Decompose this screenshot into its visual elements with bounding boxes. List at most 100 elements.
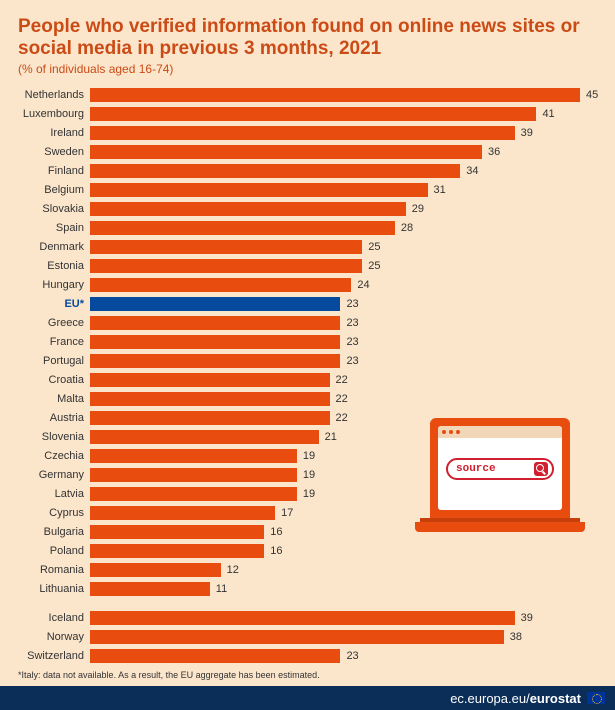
bar	[90, 468, 297, 482]
bar-value: 16	[270, 545, 282, 557]
bar-label: Austria	[18, 412, 90, 424]
bar-value: 19	[303, 469, 315, 481]
bar	[90, 221, 395, 235]
bar	[90, 611, 515, 625]
bar-wrap: 28	[90, 221, 615, 235]
bar-label: Netherlands	[18, 89, 90, 101]
chart-title: People who verified information found on…	[0, 0, 615, 62]
bar-value: 22	[336, 412, 348, 424]
bar-label: Greece	[18, 317, 90, 329]
bar-value: 38	[510, 631, 522, 643]
bar-wrap: 29	[90, 202, 615, 216]
bar-row: Finland34	[18, 162, 615, 180]
bar-value: 31	[434, 184, 446, 196]
bar	[90, 202, 406, 216]
bar-value: 21	[325, 431, 337, 443]
bar-row: Lithuania 11	[18, 580, 615, 598]
bar	[90, 630, 504, 644]
bar-wrap: 22	[90, 392, 615, 406]
bar	[90, 582, 210, 596]
eu-flag-icon	[587, 692, 605, 704]
bar	[90, 544, 264, 558]
bar-wrap: 23	[90, 354, 615, 368]
bar-value: 19	[303, 450, 315, 462]
bar-value: 22	[336, 374, 348, 386]
bar-label: Norway	[18, 631, 90, 643]
bar-row: Hungary24	[18, 276, 615, 294]
search-bar: source	[446, 458, 554, 480]
bar-label: Romania	[18, 564, 90, 576]
bar-wrap: 23	[90, 316, 615, 330]
bar-row: Portugal23	[18, 352, 615, 370]
bar-label: Estonia	[18, 260, 90, 272]
bar	[90, 126, 515, 140]
bar-row: Malta22	[18, 390, 615, 408]
bar-row: Spain28	[18, 219, 615, 237]
bar-label: Luxembourg	[18, 108, 90, 120]
bar-row: Norway 38	[18, 628, 615, 646]
bar-value: 17	[281, 507, 293, 519]
bar	[90, 164, 460, 178]
bar-label: Cyprus	[18, 507, 90, 519]
bar-label: Czechia	[18, 450, 90, 462]
bar-wrap: 25	[90, 259, 615, 273]
bar-row: Iceland39	[18, 609, 615, 627]
bar-label: Denmark	[18, 241, 90, 253]
bar-wrap: 23	[90, 649, 615, 663]
bar-value: 25	[368, 260, 380, 272]
bar-wrap: 39	[90, 126, 615, 140]
bar-row: Sweden 36	[18, 143, 615, 161]
window-dot	[449, 430, 453, 434]
bar-row: Switzerland 23	[18, 647, 615, 665]
bar	[90, 354, 340, 368]
bar-value: 36	[488, 146, 500, 158]
bar-wrap: 24	[90, 278, 615, 292]
bar-label: Sweden	[18, 146, 90, 158]
bar	[90, 373, 330, 387]
search-text: source	[456, 463, 496, 475]
bar-row: Estonia 25	[18, 257, 615, 275]
bar	[90, 107, 536, 121]
bar-value: 23	[346, 650, 358, 662]
bar	[90, 240, 362, 254]
bar	[90, 506, 275, 520]
bar	[90, 430, 319, 444]
bar-row: Ireland39	[18, 124, 615, 142]
bar-label: Ireland	[18, 127, 90, 139]
bar	[90, 278, 351, 292]
bar-label: Slovakia	[18, 203, 90, 215]
bar-wrap: 23	[90, 297, 615, 311]
bar-value: 19	[303, 488, 315, 500]
bar-label: Switzerland	[18, 650, 90, 662]
footer-url-prefix: ec.europa.eu/	[450, 691, 530, 706]
bar-value: 22	[336, 393, 348, 405]
bar	[90, 259, 362, 273]
footer-bar: ec.europa.eu/eurostat	[0, 686, 615, 710]
bar-value: 45	[586, 89, 598, 101]
bar-value: 11	[216, 583, 227, 595]
bar-row: Greece23	[18, 314, 615, 332]
bar	[90, 563, 221, 577]
bar-wrap: 36	[90, 145, 615, 159]
bar	[90, 392, 330, 406]
chart-subtitle: (% of individuals aged 16-74)	[0, 62, 615, 86]
bar-label: Croatia	[18, 374, 90, 386]
bar	[90, 335, 340, 349]
bar-wrap: 11	[90, 582, 615, 596]
bar-value: 12	[227, 564, 239, 576]
bar-wrap: 38	[90, 630, 615, 644]
bar-wrap: 23	[90, 335, 615, 349]
laptop-base	[415, 522, 585, 532]
bar-wrap: 16	[90, 544, 615, 558]
bar	[90, 411, 330, 425]
search-icon	[534, 462, 548, 476]
bar-row: Netherlands 45	[18, 86, 615, 104]
bar-row: Luxembourg41	[18, 105, 615, 123]
bar-value: 39	[521, 612, 533, 624]
bar-row: Slovakia29	[18, 200, 615, 218]
footer-url-bold: eurostat	[530, 691, 581, 706]
bar-wrap: 31	[90, 183, 615, 197]
bar-label: Lithuania	[18, 583, 90, 595]
bar-value: 23	[346, 336, 358, 348]
bar-label: Belgium	[18, 184, 90, 196]
